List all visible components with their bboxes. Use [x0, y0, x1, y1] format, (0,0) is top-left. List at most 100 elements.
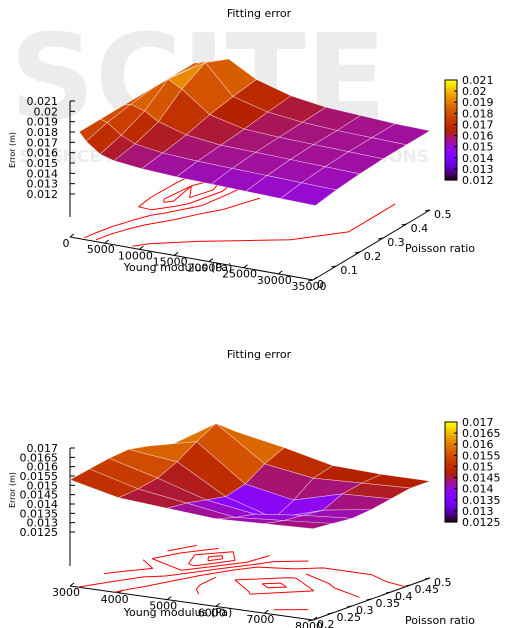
colorbar-segment [445, 434, 457, 437]
y-tick-mark [366, 598, 372, 601]
x-tick-label: 4000 [101, 593, 129, 606]
colorbar-tick-label: 0.0155 [462, 449, 501, 462]
y-tick-mark [331, 265, 337, 268]
colorbar-tick-label: 0.021 [462, 74, 494, 87]
colorbar-tick-label: 0.016 [462, 130, 494, 143]
colorbar-segment [445, 94, 457, 97]
colorbar-segment [445, 132, 457, 135]
x-tick-label: 8000 [295, 620, 323, 628]
x-tick-label: 25000 [222, 268, 257, 281]
colorbar-tick-label: 0.013 [462, 163, 494, 176]
colorbar-segment [445, 150, 457, 153]
colorbar-segment [445, 80, 457, 83]
colorbar-segment [445, 148, 457, 151]
colorbar-segment [445, 422, 457, 425]
surface [69, 423, 431, 530]
colorbar-segment [445, 428, 457, 431]
x-tick-label: 15000 [153, 255, 188, 268]
y-tick-label: 0.35 [376, 597, 401, 610]
x-tick-mark [69, 582, 75, 587]
x-axis-line [69, 236, 314, 281]
colorbar-segment [445, 458, 457, 461]
y-tick-label: 0.5 [434, 208, 452, 221]
colorbar: 0.0170.01650.0160.01550.0150.01450.0140.… [444, 416, 501, 529]
colorbar-segment [445, 104, 457, 107]
z-tick-label: 0.013 [27, 178, 59, 191]
chart-1: Fitting error 0 5000 10000 15000 20000 25000 30… [8, 7, 494, 293]
colorbar-segment [445, 96, 457, 99]
colorbar-tick-label: 0.016 [462, 438, 494, 451]
colorbar-segment [445, 506, 457, 509]
colorbar-segment [445, 136, 457, 139]
contour-line [261, 582, 287, 589]
y-tick-label: 0.1 [340, 264, 358, 277]
colorbar-tick-label: 0.019 [462, 96, 494, 109]
surface-patch [279, 182, 338, 206]
colorbar-segment [445, 520, 457, 523]
colorbar-tick-label: 0.015 [462, 460, 494, 473]
colorbar-segment [445, 450, 457, 453]
colorbar-segment [445, 108, 457, 111]
y-tick-mark [327, 612, 333, 615]
colorbar-segment [445, 478, 457, 481]
x-axis-label: Young modulus (Pa) [123, 261, 233, 274]
colorbar-frame [444, 79, 458, 181]
x-tick-mark [243, 264, 248, 269]
y-axis-label: Poisson ratio [405, 242, 475, 255]
colorbar-segment [445, 146, 457, 149]
y-tick-label: 0.5 [434, 576, 452, 589]
colorbar-segment [445, 160, 457, 163]
colorbar-segment [445, 512, 457, 515]
colorbar-segment [445, 500, 457, 503]
y-tick-label: 0.2 [317, 618, 335, 628]
colorbar-segment [445, 472, 457, 475]
colorbar-frame [444, 421, 458, 523]
colorbar: 0.0210.020.0190.0180.0170.0160.0150.0140… [444, 74, 494, 187]
z-tick-label: 0.016 [27, 147, 59, 160]
x-tick-label: 6000 [198, 606, 226, 619]
colorbar-tick-label: 0.014 [462, 152, 494, 165]
z-tick-label: 0.017 [27, 442, 59, 455]
colorbar-segment [445, 170, 457, 173]
colorbar-segment [445, 470, 457, 473]
y-axis-label: Poisson ratio [405, 614, 475, 627]
colorbar-segment [445, 468, 457, 471]
colorbar-segment [445, 516, 457, 519]
z-tick-label: 0.013 [27, 517, 59, 530]
x-tick-label: 10000 [118, 249, 153, 262]
colorbar-segment [445, 484, 457, 487]
colorbar-tick-label: 0.0145 [462, 472, 501, 485]
colorbar-segment [445, 84, 457, 87]
z-tick-label: 0.018 [27, 126, 59, 139]
x-tick-mark [277, 270, 283, 275]
x-tick-mark [166, 596, 172, 600]
y-tick-label: 0.3 [356, 604, 374, 617]
z-tick-label: 0.0165 [20, 451, 59, 464]
colorbar-segment [445, 510, 457, 513]
y-tick-mark [424, 209, 431, 212]
colorbar-segment [445, 430, 457, 433]
colorbar-tick-label: 0.02 [462, 85, 487, 98]
colorbar-segment [445, 482, 457, 485]
x-tick-label: 3000 [52, 586, 80, 599]
colorbar-segment [445, 178, 457, 181]
colorbar-segment [445, 86, 457, 89]
surface [78, 58, 431, 206]
colorbar-segment [445, 138, 457, 141]
y-tick-label: 0.45 [415, 583, 440, 596]
y-tick-label: 0.3 [387, 236, 405, 249]
colorbar-tick-label: 0.015 [462, 141, 494, 154]
colorbar-segment [445, 114, 457, 117]
colorbar-segment [445, 168, 457, 171]
colorbar-segment [445, 158, 457, 161]
x-tick-label: 5000 [149, 600, 177, 613]
colorbar-segment [445, 90, 457, 93]
colorbar-segment [445, 128, 457, 131]
contour-line [195, 573, 360, 611]
x-tick-mark [312, 276, 318, 281]
colorbar-segment [445, 130, 457, 133]
z-tick-label: 0.02 [34, 105, 59, 118]
contour-line [95, 197, 261, 241]
colorbar-segment [445, 432, 457, 435]
